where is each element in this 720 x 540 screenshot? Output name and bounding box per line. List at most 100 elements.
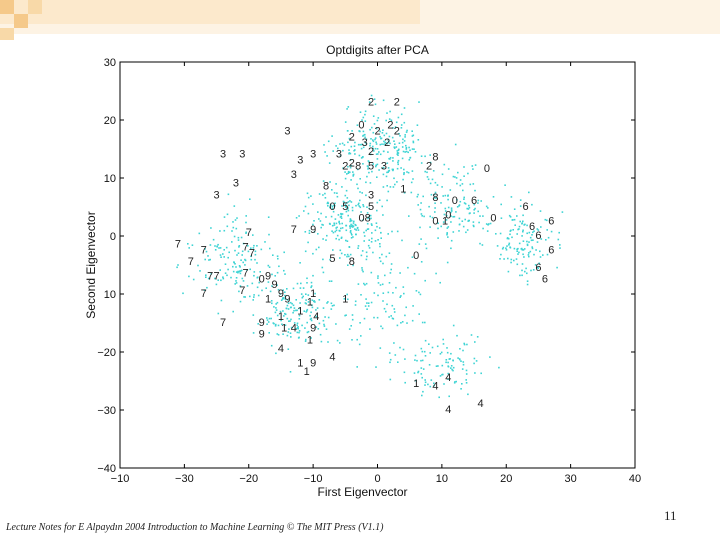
data-point <box>299 287 302 289</box>
data-point <box>237 271 239 274</box>
data-point <box>391 136 394 139</box>
data-point <box>461 220 464 222</box>
data-point <box>509 216 512 218</box>
data-point <box>517 228 519 231</box>
data-point <box>389 110 391 113</box>
data-point <box>377 153 379 155</box>
data-point <box>349 171 351 174</box>
data-point <box>421 321 424 324</box>
data-point <box>276 314 279 317</box>
data-point <box>397 154 399 156</box>
digit-label: 4 <box>477 398 483 410</box>
data-point <box>274 275 276 277</box>
data-point <box>310 285 313 287</box>
data-point <box>408 146 410 149</box>
data-point <box>386 199 388 202</box>
data-point <box>452 324 455 327</box>
data-point <box>516 250 518 252</box>
data-point <box>270 317 272 320</box>
data-point <box>322 238 324 240</box>
data-point <box>396 150 399 152</box>
data-point <box>272 254 274 256</box>
data-point <box>358 130 360 132</box>
data-point <box>416 359 418 362</box>
data-point <box>367 228 370 230</box>
data-point <box>477 199 480 202</box>
data-point <box>390 315 392 317</box>
x-tick-label: 0 <box>374 473 380 485</box>
data-point <box>444 210 447 212</box>
data-point <box>270 344 273 347</box>
data-point <box>371 237 373 240</box>
data-point <box>433 382 435 385</box>
data-point <box>238 246 240 248</box>
data-point <box>299 262 301 264</box>
data-point <box>266 319 269 321</box>
data-point <box>344 177 347 180</box>
data-point <box>290 336 292 338</box>
data-point <box>401 239 403 242</box>
data-point <box>284 298 287 300</box>
data-point <box>360 157 363 159</box>
data-point <box>419 208 422 211</box>
data-point <box>365 282 368 285</box>
data-point <box>346 293 348 296</box>
data-point <box>432 170 435 172</box>
data-point <box>286 299 289 301</box>
data-point <box>366 255 368 258</box>
data-point <box>346 197 349 199</box>
data-point <box>254 258 256 261</box>
data-point <box>399 296 401 298</box>
data-point <box>447 194 449 197</box>
data-point <box>480 372 482 375</box>
data-point <box>289 306 292 309</box>
data-point <box>530 239 533 242</box>
data-point <box>445 359 448 361</box>
data-point <box>388 135 391 138</box>
data-point <box>516 248 518 251</box>
data-point <box>330 215 333 218</box>
data-point <box>414 151 417 153</box>
data-point <box>402 138 404 141</box>
data-point <box>501 248 504 250</box>
data-point <box>474 341 476 343</box>
data-point <box>504 184 506 186</box>
data-point <box>507 257 509 260</box>
data-point <box>514 224 516 226</box>
data-point <box>396 324 399 327</box>
digit-label: 9 <box>278 288 284 300</box>
data-point <box>427 178 430 181</box>
data-point <box>400 124 403 126</box>
data-point <box>302 295 304 298</box>
data-point <box>334 230 337 233</box>
digit-label: 7 <box>249 247 255 259</box>
data-point <box>220 256 222 258</box>
data-point <box>305 299 307 301</box>
data-point <box>365 181 367 184</box>
data-point <box>418 243 421 245</box>
data-point <box>302 287 305 289</box>
data-point <box>356 124 359 126</box>
data-point <box>429 226 431 228</box>
data-point <box>346 240 349 242</box>
x-tick-label: 20 <box>500 473 512 485</box>
data-point <box>306 277 308 280</box>
data-point <box>370 138 372 140</box>
data-point <box>461 368 464 370</box>
data-point <box>429 385 432 388</box>
data-point <box>498 366 500 369</box>
data-point <box>360 254 363 257</box>
data-point <box>462 189 464 192</box>
data-point <box>402 286 405 288</box>
data-point <box>219 254 222 256</box>
digit-label: 4 <box>445 372 451 384</box>
data-point <box>275 323 277 326</box>
data-point <box>343 201 346 204</box>
data-point <box>368 247 371 249</box>
data-point <box>473 212 475 214</box>
data-point <box>374 147 377 150</box>
data-point <box>422 390 424 393</box>
page-number: 11 <box>664 508 677 523</box>
data-point <box>399 346 401 349</box>
data-point <box>393 140 395 142</box>
